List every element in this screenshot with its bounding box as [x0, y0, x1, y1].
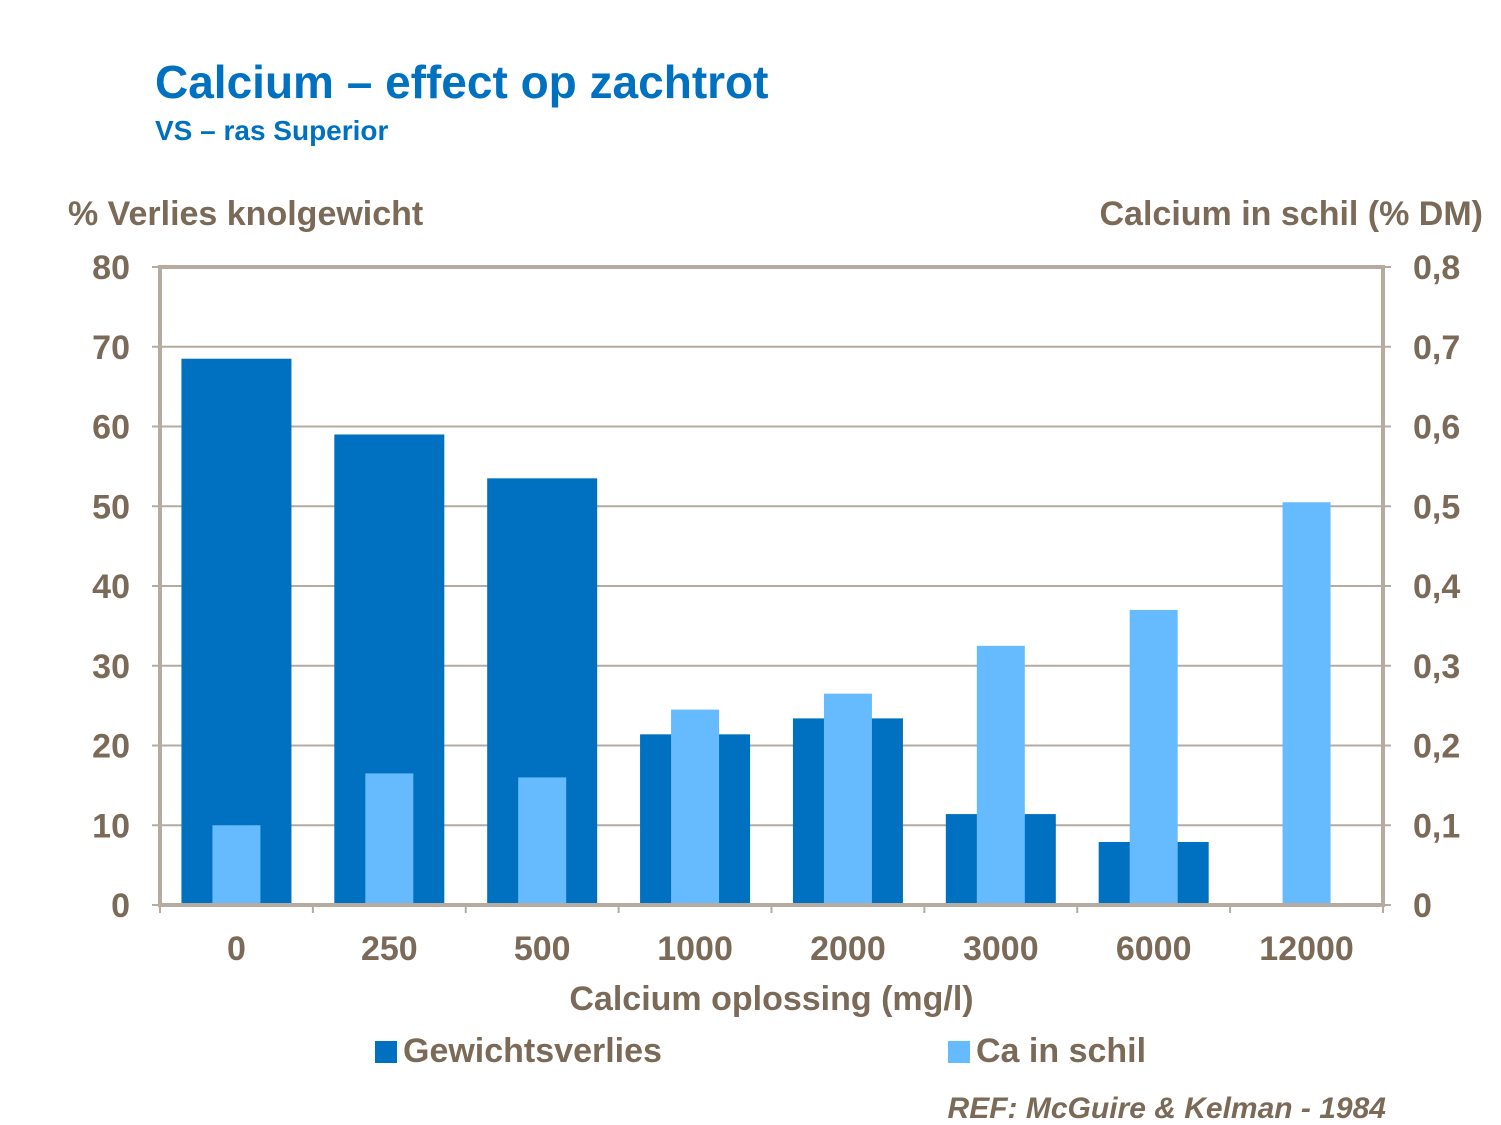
legend-swatch	[948, 1040, 970, 1063]
legend-item-ca-in-schil: Ca in schil	[948, 1032, 1146, 1071]
y2-axis-label: Calcium in schil (% DM)	[1099, 195, 1484, 233]
x-tick-label: 12000	[1259, 930, 1354, 968]
y2-tick-label: 0,6	[1413, 409, 1460, 447]
y2-tick-label: 0,3	[1413, 648, 1460, 686]
y2-tick-label: 0	[1413, 887, 1432, 925]
x-tick-label: 0	[227, 930, 246, 968]
x-tick-label: 250	[361, 930, 418, 968]
y2-tick-label: 0,5	[1413, 488, 1460, 526]
legend-label: Ca in schil	[976, 1032, 1147, 1070]
y-tick-label: 20	[92, 728, 130, 766]
y-axis-label: % Verlies knolgewicht	[68, 195, 424, 233]
y-tick-label: 0	[111, 887, 130, 925]
bar-ca-in-schil	[1282, 502, 1331, 905]
y-tick-label: 40	[92, 568, 130, 606]
y2-tick-label: 0,4	[1413, 568, 1460, 606]
y2-tick-label: 0,1	[1413, 807, 1460, 845]
bar-ca-in-schil	[823, 693, 872, 905]
bar-ca-in-schil	[365, 773, 414, 905]
x-tick-label: 6000	[1116, 930, 1192, 968]
chart-subtitle: VS – ras Superior	[155, 115, 389, 146]
plot-border	[158, 265, 1385, 907]
y-tick-label: 80	[92, 249, 130, 287]
bar-ca-in-schil	[518, 777, 567, 905]
chart-title: Calcium – effect op zachtrot	[155, 56, 769, 108]
y-tick-label: 10	[92, 807, 130, 845]
bar-ca-in-schil	[212, 825, 261, 905]
x-tick-label: 1000	[657, 930, 733, 968]
legend-item-gewichtsverlies: Gewichtsverlies	[375, 1032, 662, 1071]
x-tick-label: 2000	[810, 930, 886, 968]
x-tick-label: 500	[514, 930, 571, 968]
y2-tick-label: 0,7	[1413, 329, 1460, 367]
y-tick-label: 30	[92, 648, 130, 686]
x-tick-label: 3000	[963, 930, 1039, 968]
y2-tick-label: 0,2	[1413, 728, 1460, 766]
bar-ca-in-schil	[976, 645, 1025, 905]
reference-note: REF: McGuire & Kelman - 1984	[947, 1092, 1386, 1125]
y2-tick-label: 0,8	[1413, 249, 1460, 287]
y-tick-label: 60	[92, 409, 130, 447]
y-tick-label: 70	[92, 329, 130, 367]
bar-ca-in-schil	[671, 709, 720, 905]
bar-gewichtsverlies	[181, 358, 292, 905]
x-axis-label: Calcium oplossing (mg/l)	[569, 980, 974, 1018]
legend-label: Gewichtsverlies	[403, 1032, 662, 1070]
bar-ca-in-schil	[1129, 609, 1178, 905]
y-tick-label: 50	[92, 488, 130, 526]
legend-swatch	[375, 1040, 397, 1063]
